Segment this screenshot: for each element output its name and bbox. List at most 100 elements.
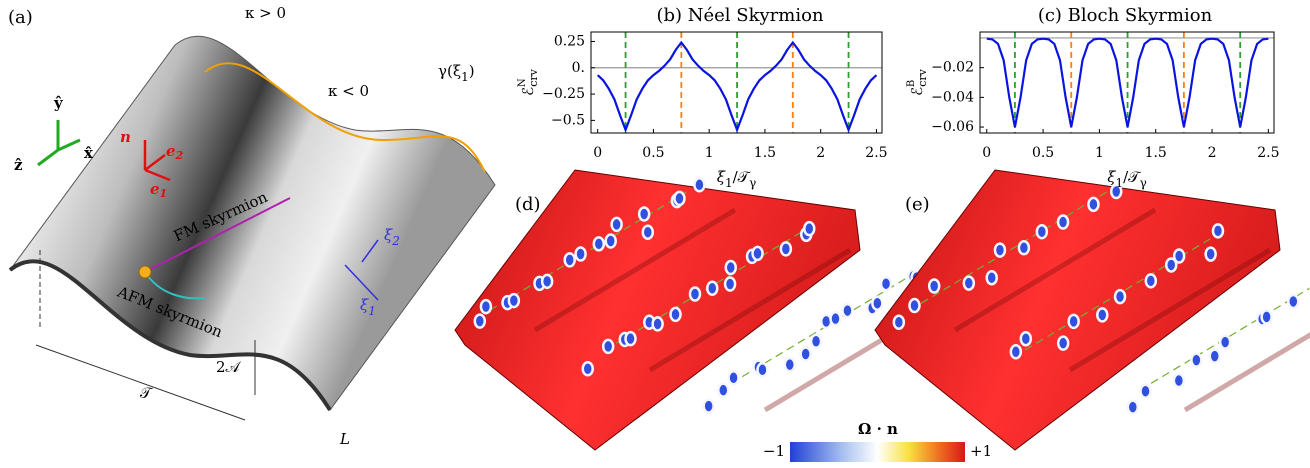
skyrmion [1011,345,1021,358]
red-surface [875,170,1280,450]
skyrmion [909,299,919,312]
skyrmion [704,400,714,413]
chart-title: (c) Bloch Skyrmion [1038,5,1213,26]
skyrmion [1288,295,1298,308]
chart-title: (b) Néel Skyrmion [656,5,823,26]
skyrmion [1058,216,1068,229]
colorbar-max: +1 [970,442,992,460]
skyrmion [881,277,891,290]
x-axis-label: ξ1/𝒯γ [717,168,757,190]
x-label-sub2: γ [1140,176,1147,190]
skyrmion [576,247,586,260]
skyrmion [509,294,519,307]
skyrmion [726,261,736,274]
axis-x [58,140,80,150]
axis-z [38,150,58,165]
y-label-sup: N [517,78,528,87]
curvature-label: κ > 0 [245,4,286,22]
skyrmion [1088,198,1098,211]
panel-label: (d) [515,194,541,215]
skyrmion [987,271,997,284]
x-tick-label: 0 [982,145,991,161]
y-label-sub: crv [527,68,540,86]
skyrmion [804,222,814,235]
x-label-sub2: γ [749,176,756,190]
panel-label: (a) [8,7,33,28]
panel-a: (a) κ > 0 κ < 0 γ(ξ1) ŷ x̂ ẑ n e2 e1 FM … [8,4,495,448]
skyrmion [707,282,717,295]
axis-label: ẑ [14,156,23,174]
axis-label: ŷ [53,94,64,112]
panel-label: (e) [905,194,930,215]
skyrmion [639,207,649,220]
skyrmion [671,308,681,321]
skyrmion [1141,385,1151,398]
skyrmion [757,363,767,376]
skyrmion [1069,315,1079,328]
skyrmion [1115,290,1125,303]
skyrmion [830,312,840,325]
colorbar: Ω · n −1 +1 [763,420,992,462]
skyrmion [690,287,700,300]
skyrmion [1097,308,1107,321]
skyrmion [801,347,811,360]
x-tick-label: 2.5 [1257,145,1279,161]
x-label-sub: 1 [725,176,733,190]
skyrmion [1058,337,1068,350]
y-tick-label: −0.02 [931,60,974,76]
skyrmion [1019,241,1029,254]
x-tick-label: 2 [816,145,825,161]
x-tick-label: 2 [1208,145,1217,161]
skyrmion [1146,274,1156,287]
skyrmion [811,335,821,348]
curvature-label: κ < 0 [328,82,369,100]
panel-e: (e) [875,170,1310,450]
x-label-sub: 1 [1115,176,1123,190]
x-tick-label: 1.5 [1145,145,1167,161]
skyrmion [565,253,575,266]
y-tick-label: −0.25 [542,86,585,102]
skyrmion [542,275,552,288]
vector-label: n [120,128,131,146]
skyrmion [964,277,974,290]
skyrmion [785,358,795,371]
figure: (a) κ > 0 κ < 0 γ(ξ1) ŷ x̂ ẑ n e2 e1 FM … [0,0,1310,468]
skyrmion [674,192,684,205]
skyrmion [995,244,1005,257]
skyrmion [643,226,653,239]
skyrmion [718,384,728,397]
thickness-label: L [339,430,350,448]
skyrmion [929,279,939,292]
x-tick-label: 0.5 [642,145,664,161]
skyrmion [1128,401,1138,414]
skyrmion [1210,350,1220,363]
y-label-symbol: ℰ [519,87,537,96]
x-tick-label: 1.5 [754,145,776,161]
skyrmion [653,317,663,330]
y-tick-label: 0.25 [554,33,585,49]
amplitude-label: 2𝒜 [216,358,242,376]
y-tick-label: −0.04 [931,89,974,105]
skyrmion [603,340,613,353]
x-tick-label: 2.5 [865,145,887,161]
skyrmion [753,247,763,260]
gamma-label: γ(ξ1) [438,62,475,84]
skyrmion [1191,354,1201,367]
skyrmion [1174,249,1184,262]
skyrmion [1213,224,1223,237]
x-tick-label: 1 [1095,145,1104,161]
y-axis-label: ℰcrvB [906,68,930,96]
colorbar-gradient [790,442,965,462]
x-tick-label: 0.5 [1032,145,1054,161]
skyrmion [842,304,852,317]
colorbar-min: −1 [763,442,785,460]
axis-label: x̂ [84,144,94,162]
skyrmion [1206,248,1216,261]
y-tick-label: −0.06 [931,119,974,135]
skyrmion [594,237,604,250]
skyrmion [872,297,882,310]
skyrmion [1021,332,1031,345]
skyrmion [612,218,622,231]
panel-d: (d) [455,170,965,450]
skyrmion [725,278,735,291]
